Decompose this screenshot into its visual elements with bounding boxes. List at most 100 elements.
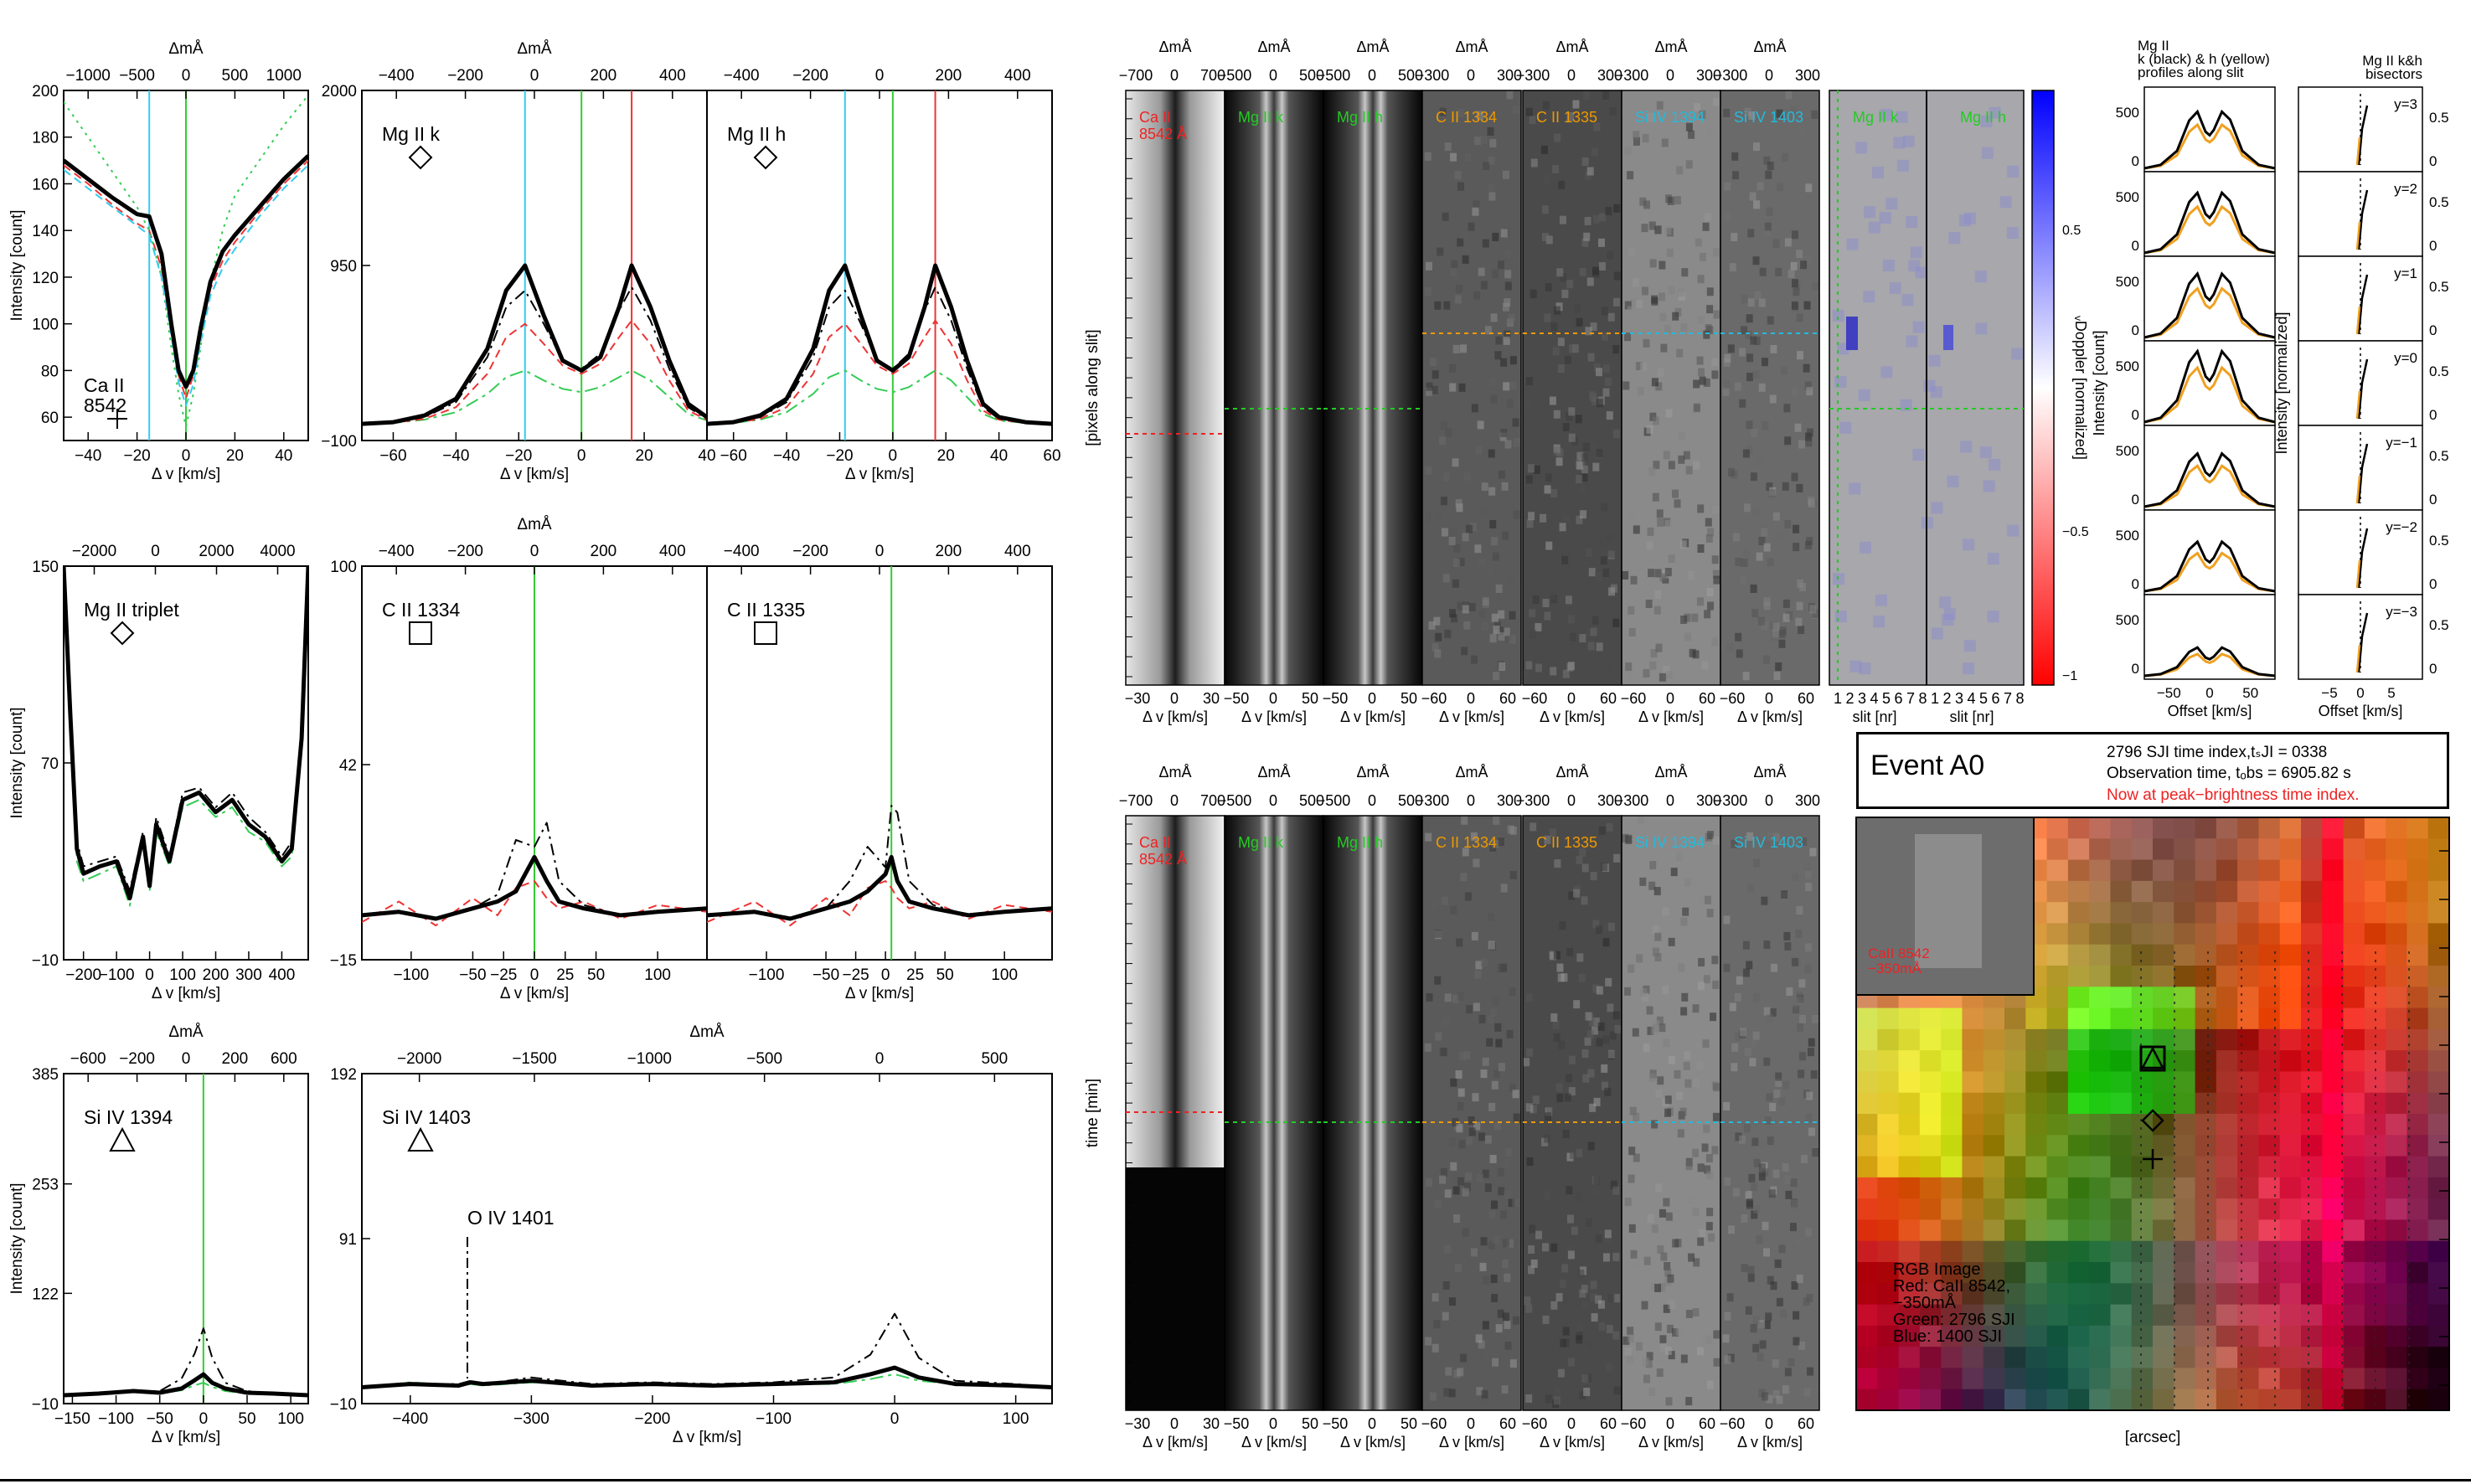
raster-texture — [1704, 1165, 1711, 1174]
rgb-pixel — [1983, 1028, 2005, 1051]
raster-texture — [1665, 1397, 1673, 1406]
raster-texture — [1596, 986, 1603, 995]
raster-texture — [1499, 1072, 1506, 1081]
rgb-pixel — [2322, 1325, 2345, 1347]
rgb-pixel — [2046, 1156, 2069, 1178]
raster-texture — [1796, 1274, 1803, 1283]
raster-texture — [1470, 373, 1478, 382]
rgb-pixel — [2131, 1135, 2154, 1157]
raster-texture — [1440, 1167, 1447, 1177]
raster-texture — [1711, 956, 1719, 965]
rgb-pixel — [2427, 902, 2450, 924]
rgb-pixel — [2237, 1028, 2259, 1051]
raster-texture — [1679, 292, 1686, 301]
series-line-green-dash — [64, 566, 308, 907]
raster-bottom-tick: 0 — [1170, 690, 1179, 707]
raster-texture — [1482, 1057, 1489, 1066]
raster-texture — [1559, 523, 1566, 532]
doppler-texture — [1882, 260, 1895, 272]
raster-texture — [1572, 100, 1580, 109]
raster-texture — [1502, 170, 1509, 179]
raster-texture — [1750, 472, 1757, 482]
raster-texture — [1612, 1186, 1620, 1195]
raster-texture — [1444, 993, 1452, 1002]
rgb-pixel — [2364, 1304, 2386, 1327]
profile-x-tick: 0 — [2205, 685, 2213, 701]
raster-texture — [1500, 358, 1508, 367]
series-line-red-dash — [64, 159, 308, 399]
rgb-pixel — [2195, 1007, 2217, 1030]
rgb-pixel — [2195, 966, 2217, 987]
rgb-pixel — [2195, 1050, 2217, 1072]
rgb-pixel — [2407, 1071, 2429, 1094]
rgb-pixel — [2089, 1092, 2111, 1115]
raster-texture — [1803, 363, 1810, 373]
slit-profiles: Mg IIk (black) & h (yellow)profiles alon… — [2091, 38, 2449, 719]
x-tick-label: −20 — [123, 447, 150, 465]
y-tick-label: 385 — [32, 1066, 59, 1084]
x-tick-label: 100 — [644, 966, 671, 984]
raster-texture — [1706, 326, 1714, 335]
rgb-pixel — [2089, 1198, 2111, 1220]
raster-texture — [1729, 1002, 1736, 1012]
raster-texture — [1696, 1347, 1704, 1356]
raster-bottom-tick: 60 — [1499, 690, 1516, 707]
raster-texture — [1426, 382, 1433, 391]
raster-texture — [1605, 977, 1612, 987]
raster-texture — [1697, 1163, 1705, 1172]
rgb-pixel — [2089, 1389, 2111, 1411]
raster-texture — [1512, 1316, 1519, 1325]
y-tick-label: 120 — [32, 270, 59, 287]
raster-texture — [1784, 1368, 1792, 1377]
h-profile-line — [2143, 652, 2276, 678]
raster-top-label: ΔmÅ — [1555, 764, 1588, 781]
raster-texture — [1562, 1327, 1570, 1336]
raster-texture — [1529, 609, 1536, 618]
rgb-pixel — [2301, 1028, 2323, 1051]
x-tick-label: −25 — [490, 966, 517, 984]
raster-texture — [1597, 238, 1605, 247]
rgb-pixel — [2301, 1240, 2323, 1263]
doppler-texture — [1846, 238, 1859, 250]
raster-texture — [1592, 266, 1600, 276]
raster-texture — [1452, 994, 1459, 1003]
rgb-pixel — [2258, 1240, 2281, 1263]
doppler-x-tick: 8 — [1918, 690, 1927, 707]
raster-texture — [1596, 949, 1603, 958]
rgb-pixel — [2322, 1071, 2345, 1094]
rgb-pixel — [2322, 1198, 2345, 1220]
rgb-pixel — [2343, 1135, 2365, 1157]
raster-frame — [1421, 815, 1522, 1411]
rgb-pixel — [2301, 966, 2323, 987]
rgb-pixel — [2237, 1135, 2259, 1157]
raster-texture — [1668, 554, 1675, 564]
raster-texture — [1507, 825, 1514, 834]
rgb-pixel — [2089, 1219, 2111, 1242]
rgb-pixel — [2258, 1219, 2281, 1242]
rgb-pixel — [2279, 1092, 2302, 1115]
rgb-pixel — [2131, 1219, 2154, 1242]
raster-texture — [1480, 136, 1488, 145]
raster-texture — [1498, 470, 1505, 479]
raster-texture — [1493, 1121, 1501, 1131]
raster-texture — [1549, 590, 1556, 600]
raster-top-tick: 500 — [1299, 792, 1324, 809]
raster-texture — [1647, 112, 1654, 121]
y-tick-label: 192 — [330, 1066, 357, 1084]
y-axis-label: Intensity [count] — [8, 1183, 26, 1294]
rgb-pixel — [1898, 1028, 1921, 1051]
raster-texture — [1583, 1388, 1591, 1397]
raster-texture — [1705, 128, 1713, 137]
raster-texture — [1457, 238, 1464, 247]
rgb-pixel — [1962, 1092, 1984, 1115]
rgb-pixel — [2089, 1240, 2111, 1263]
raster-texture — [1685, 1397, 1693, 1406]
raster-texture — [1774, 531, 1782, 540]
rgb-pixel — [2067, 1028, 2090, 1051]
raster-texture — [1706, 1380, 1714, 1389]
doppler-texture — [1834, 375, 1847, 388]
raster-texture — [1509, 1083, 1516, 1092]
raster-texture — [1651, 378, 1659, 387]
rgb-pixel — [2025, 1050, 2048, 1072]
raster-texture — [1571, 1226, 1578, 1235]
